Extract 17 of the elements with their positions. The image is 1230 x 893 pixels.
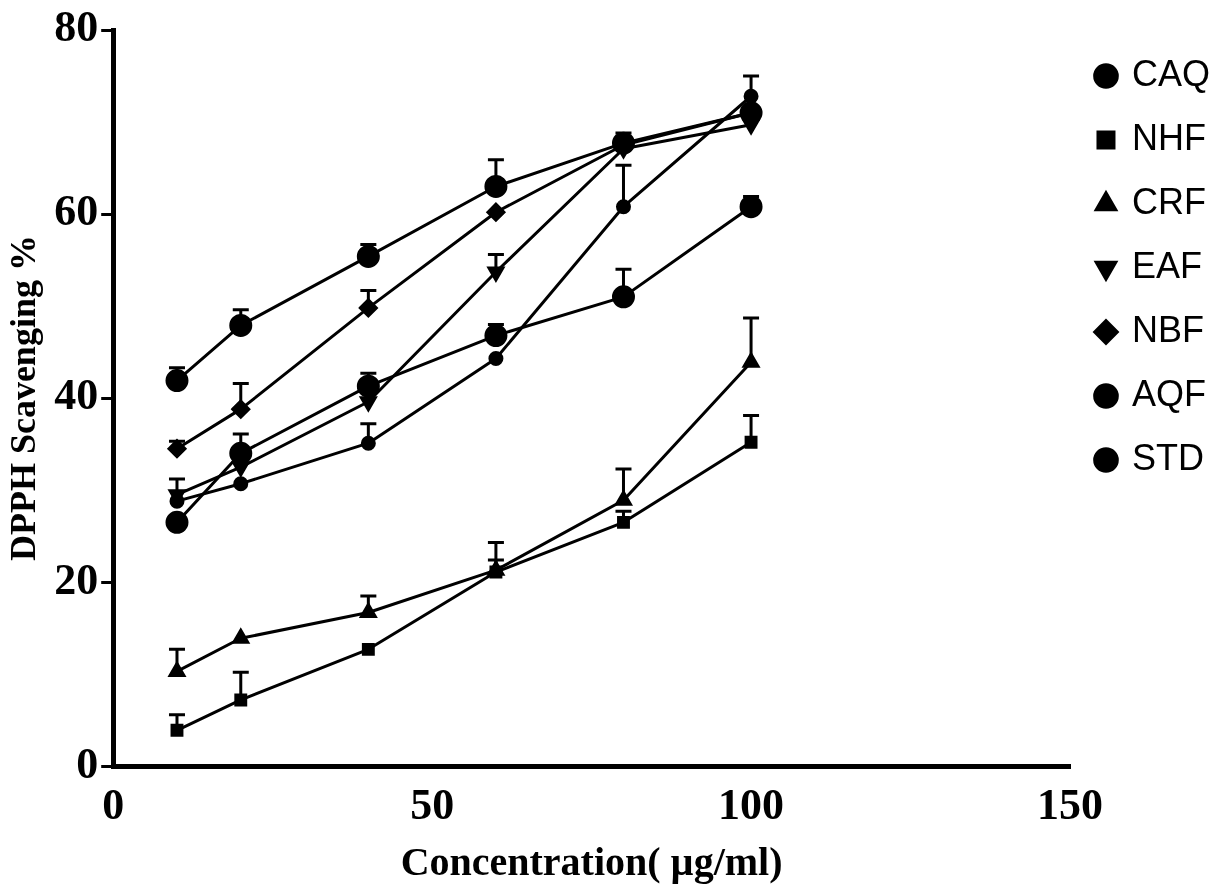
y-tick-label: 0 xyxy=(76,738,99,788)
legend-label: EAF xyxy=(1131,244,1202,286)
y-tick-label: 20 xyxy=(54,554,99,604)
legend-label: STD xyxy=(1131,436,1204,478)
legend-label: NBF xyxy=(1131,308,1204,350)
legend-label: CRF xyxy=(1131,180,1206,222)
y-tick-label: 80 xyxy=(54,2,99,52)
x-tick-label: 100 xyxy=(718,779,785,829)
x-axis-title: Concentration( µg/ml) xyxy=(400,839,783,885)
legend-label: NHF xyxy=(1131,116,1206,158)
x-tick-label: 150 xyxy=(1036,779,1103,829)
y-tick-label: 60 xyxy=(54,186,99,236)
x-tick-label: 50 xyxy=(410,779,455,829)
y-tick-label: 40 xyxy=(54,370,99,420)
legend-label: CAQ xyxy=(1131,52,1210,94)
y-axis-title: DPPH Scavenging % xyxy=(2,235,43,562)
legend-label: AQF xyxy=(1131,372,1206,414)
